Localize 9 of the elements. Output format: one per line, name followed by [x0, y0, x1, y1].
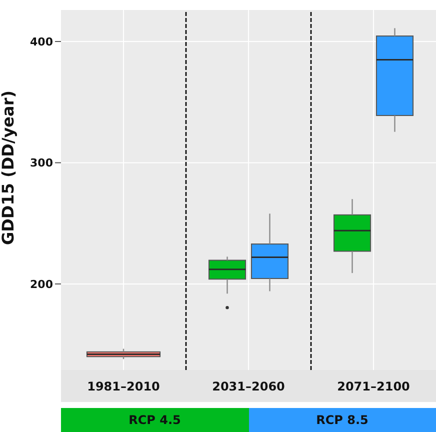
y-axis-title: GDD15 (DD/year): [0, 90, 18, 245]
text: RCP 4.5: [61, 408, 248, 432]
y-tick-label: 200: [30, 278, 54, 291]
y-tick-label: 400: [30, 35, 54, 48]
x-tick-label: 2031–2060: [212, 380, 285, 394]
x-tick-label: 2071–2100: [337, 380, 410, 394]
x-tick-label: 1981–2010: [87, 380, 160, 394]
y-tick-label: 300: [30, 156, 54, 170]
text: RCP 8.5: [248, 408, 436, 432]
